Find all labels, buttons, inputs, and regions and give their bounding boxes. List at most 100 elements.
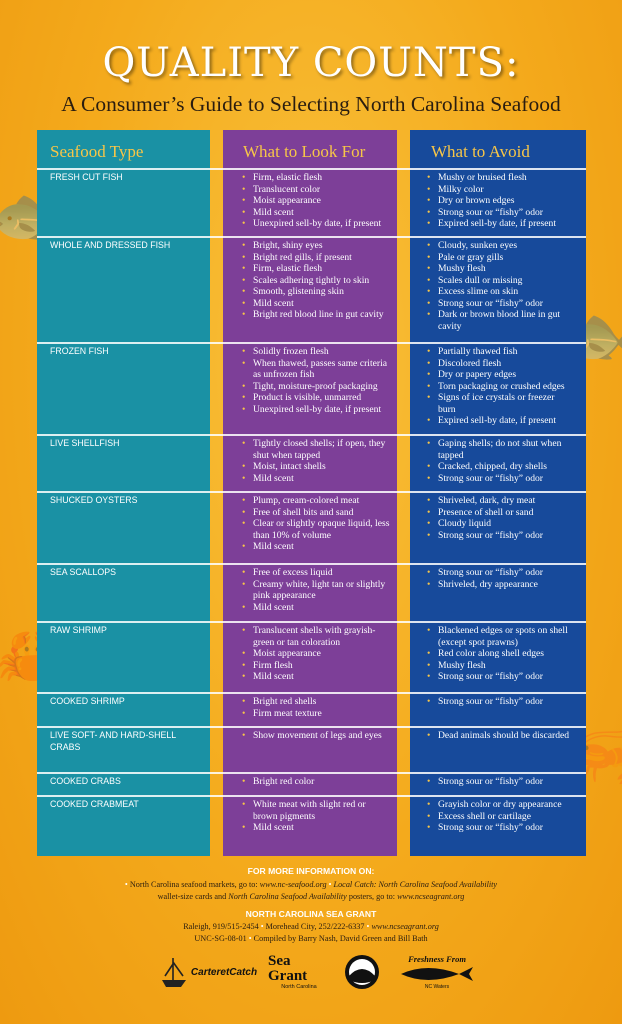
avoid-item: Cloudy, sunken eyes [427,240,573,252]
avoid-list: Shriveled, dark, dry meatPresence of she… [427,495,573,541]
avoid-item: Expired sell-by date, if present [427,218,573,230]
look-for-list: Solidly frozen fleshWhen thawed, passes … [242,346,390,415]
look-for-list: White meat with slight red or brown pigm… [242,799,390,834]
seafood-type-label: WHOLE AND DRESSED FISH [50,240,171,250]
look-for-item: Firm, elastic flesh [242,263,390,275]
look-for-item: Translucent color [242,184,390,196]
look-for-item: Moist appearance [242,648,390,660]
avoid-item: Pale or gray gills [427,252,573,264]
avoid-list: Grayish color or dry appearanceExcess sh… [427,799,573,834]
org-heading: NORTH CAROLINA SEA GRANT [245,909,377,919]
row-divider [37,692,586,694]
look-for-list: Free of excess liquidCreamy white, light… [242,567,390,613]
look-for-item: Mild scent [242,541,390,553]
table-row: LIVE SHELLFISH Tightly closed shells; if … [37,436,586,491]
seafood-type-label: FROZEN FISH [50,346,109,356]
row-divider [37,491,586,493]
table-row: COOKED SHRIMP Bright red shellsFirm meat … [37,694,586,726]
row-divider [37,434,586,436]
avoid-list: Strong sour or “fishy” odor [427,776,573,788]
look-for-item: Mild scent [242,207,390,219]
avoid-item: Dry or papery edges [427,369,573,381]
avoid-list: Blackened edges or spots on shell (excep… [427,625,573,683]
look-for-item: Mild scent [242,822,390,834]
row-divider [37,236,586,238]
avoid-item: Strong sour or “fishy” odor [427,696,573,708]
look-for-list: Tightly closed shells; if open, they shu… [242,438,390,484]
carteret-catch-logo: CarteretCatch [152,950,264,994]
seafood-type-label: COOKED CRABS [50,776,121,786]
avoid-list: Mushy or bruised fleshMilky colorDry or … [427,172,573,230]
look-for-item: Translucent shells with grayish-green or… [242,625,390,648]
look-for-item: Clear or slightly opaque liquid, less th… [242,518,390,541]
header-seafood-type: Seafood Type [50,142,144,161]
avoid-list: Gaping shells; do not shut when tappedCr… [427,438,573,484]
look-for-list: Show movement of legs and eyes [242,730,390,742]
look-for-item: Solidly frozen flesh [242,346,390,358]
table-row: FROZEN FISH Solidly frozen fleshWhen thaw… [37,344,586,434]
avoid-item: Excess slime on skin [427,286,573,298]
avoid-item: Red color along shell edges [427,648,573,660]
boat-icon [161,958,186,987]
row-divider [37,563,586,565]
seafood-type-label: FRESH CUT FISH [50,172,123,182]
avoid-item: Torn packaging or crushed edges [427,381,573,393]
page-subtitle: A Consumer’s Guide to Selecting North Ca… [61,92,561,116]
avoid-item: Blackened edges or spots on shell (excep… [427,625,573,648]
avoid-list: Dead animals should be discarded [427,730,573,742]
look-for-item: Moist, intact shells [242,461,390,473]
fish-logo-icon [401,967,473,981]
look-for-item: Mild scent [242,473,390,485]
look-for-item: Unexpired sell-by date, if present [242,218,390,230]
more-info-line-1: • North Carolina seafood markets, go to:… [124,880,498,889]
look-for-item: Unexpired sell-by date, if present [242,404,390,416]
look-for-item: When thawed, passes same criteria as unf… [242,358,390,381]
avoid-item: Strong sour or “fishy” odor [427,207,573,219]
table-row: COOKED CRABMEAT White meat with slight re… [37,797,586,856]
look-for-item: Smooth, glistening skin [242,286,390,298]
row-divider [37,772,586,774]
look-for-item: Bright, shiny eyes [242,240,390,252]
avoid-list: Partially thawed fishDiscolored fleshDry… [427,346,573,427]
avoid-item: Strong sour or “fishy” odor [427,298,573,310]
row-divider [37,795,586,797]
seafood-type-label: SHUCKED OYSTERS [50,495,138,505]
avoid-item: Mushy flesh [427,660,573,672]
seafood-type-label: SEA SCALLOPS [50,567,117,577]
avoid-item: Strong sour or “fishy” odor [427,530,573,542]
table-row: LIVE SOFT- AND HARD-SHELL CRABS Show move… [37,728,586,772]
look-for-item: White meat with slight red or brown pigm… [242,799,390,822]
table-row: FRESH CUT FISH Firm, elastic fleshTranslu… [37,170,586,236]
row-divider [37,621,586,623]
look-for-item: Tight, moisture-proof packaging [242,381,390,393]
freshness-from-nc-waters-logo: Freshness From NC Waters [394,950,480,994]
table-row: RAW SHRIMP Translucent shells with grayis… [37,623,586,692]
look-for-item: Mild scent [242,671,390,683]
look-for-item: Mild scent [242,602,390,614]
look-for-item: Creamy white, light tan or slightly pink… [242,579,390,602]
avoid-item: Grayish color or dry appearance [427,799,573,811]
look-for-item: Bright red gills, if present [242,252,390,264]
seafood-type-label: RAW SHRIMP [50,625,107,635]
avoid-item: Presence of shell or sand [427,507,573,519]
look-for-list: Plump, cream-colored meatFree of shell b… [242,495,390,553]
avoid-item: Cracked, chipped, dry shells [427,461,573,473]
seafood-type-label: LIVE SHELLFISH [50,438,120,448]
look-for-item: Mild scent [242,298,390,310]
avoid-item: Dark or brown blood line in gut cavity [427,309,573,332]
avoid-item: Strong sour or “fishy” odor [427,822,573,834]
seafood-type-label: COOKED SHRIMP [50,696,125,706]
look-for-list: Bright red color [242,776,390,788]
more-info-heading: FOR MORE INFORMATION ON: [247,866,375,876]
look-for-list: Bright, shiny eyesBright red gills, if p… [242,240,390,321]
table-row: SHUCKED OYSTERS Plump, cream-colored meat… [37,493,586,563]
more-info-line-2: wallet-size cards and North Carolina Sea… [157,892,465,901]
page-title: QUALITY COUNTS: [102,40,520,86]
look-for-item: Plump, cream-colored meat [242,495,390,507]
look-for-item: Moist appearance [242,195,390,207]
look-for-item: Tightly closed shells; if open, they shu… [242,438,390,461]
avoid-item: Excess shell or cartilage [427,811,573,823]
avoid-item: Strong sour or “fishy” odor [427,473,573,485]
avoid-item: Strong sour or “fishy” odor [427,567,573,579]
look-for-item: Bright red color [242,776,390,788]
